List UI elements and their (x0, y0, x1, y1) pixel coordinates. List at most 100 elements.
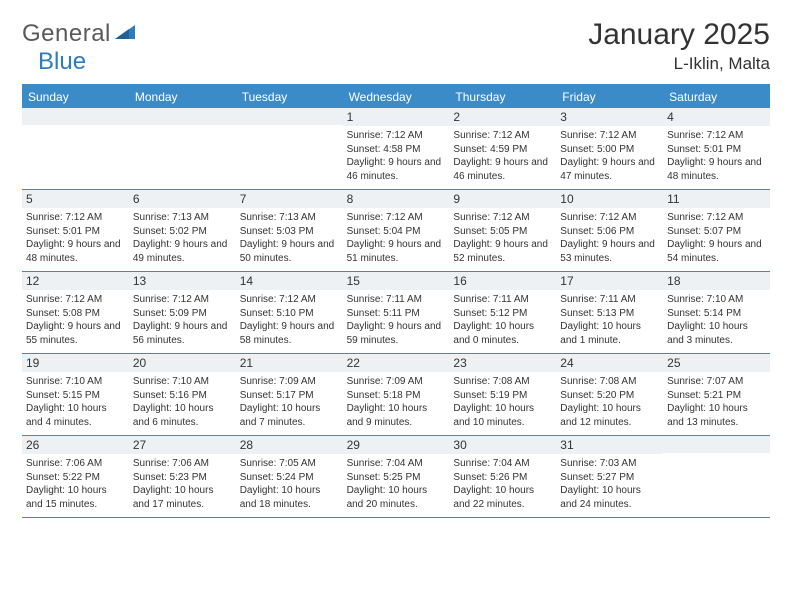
day-number: 18 (663, 272, 770, 290)
daylight-text: Daylight: 9 hours and 53 minutes. (560, 238, 659, 265)
day-details: Sunrise: 7:12 AMSunset: 5:05 PMDaylight:… (453, 211, 552, 265)
sunrise-text: Sunrise: 7:04 AM (347, 457, 446, 471)
day-number: 28 (236, 436, 343, 454)
sunrise-text: Sunrise: 7:12 AM (347, 129, 446, 143)
day-details: Sunrise: 7:08 AMSunset: 5:19 PMDaylight:… (453, 375, 552, 429)
day-details: Sunrise: 7:12 AMSunset: 4:59 PMDaylight:… (453, 129, 552, 183)
logo-triangle-icon (115, 23, 137, 46)
daylight-text: Daylight: 9 hours and 49 minutes. (133, 238, 232, 265)
daylight-text: Daylight: 10 hours and 1 minute. (560, 320, 659, 347)
sunset-text: Sunset: 5:17 PM (240, 389, 339, 403)
day-number: 26 (22, 436, 129, 454)
day-details: Sunrise: 7:11 AMSunset: 5:11 PMDaylight:… (347, 293, 446, 347)
day-cell: 4 Sunrise: 7:12 AMSunset: 5:01 PMDaylight… (663, 108, 770, 189)
sunrise-text: Sunrise: 7:09 AM (240, 375, 339, 389)
daylight-text: Daylight: 10 hours and 4 minutes. (26, 402, 125, 429)
day-number: 9 (449, 190, 556, 208)
daylight-text: Daylight: 10 hours and 13 minutes. (667, 402, 766, 429)
sunrise-text: Sunrise: 7:12 AM (560, 211, 659, 225)
title-block: January 2025 L-Iklin, Malta (588, 18, 770, 74)
day-details: Sunrise: 7:06 AMSunset: 5:23 PMDaylight:… (133, 457, 232, 511)
day-details: Sunrise: 7:12 AMSunset: 5:04 PMDaylight:… (347, 211, 446, 265)
day-number: 23 (449, 354, 556, 372)
sunset-text: Sunset: 5:10 PM (240, 307, 339, 321)
day-cell: 8Sunrise: 7:12 AMSunset: 5:04 PMDaylight… (343, 190, 450, 271)
day-header: Thursday (449, 86, 556, 108)
day-cell: 12Sunrise: 7:12 AMSunset: 5:08 PMDayligh… (22, 272, 129, 353)
day-details: Sunrise: 7:06 AMSunset: 5:22 PMDaylight:… (26, 457, 125, 511)
sunset-text: Sunset: 5:04 PM (347, 225, 446, 239)
sunrise-text: Sunrise: 7:08 AM (560, 375, 659, 389)
daylight-text: Daylight: 10 hours and 24 minutes. (560, 484, 659, 511)
sunset-text: Sunset: 5:01 PM (667, 143, 766, 157)
day-details: Sunrise: 7:12 AMSunset: 5:00 PMDaylight:… (560, 129, 659, 183)
day-number: 22 (343, 354, 450, 372)
sunset-text: Sunset: 5:00 PM (560, 143, 659, 157)
sunset-text: Sunset: 5:15 PM (26, 389, 125, 403)
day-header: Sunday (22, 86, 129, 108)
day-header: Tuesday (236, 86, 343, 108)
day-details: Sunrise: 7:12 AMSunset: 5:01 PMDaylight:… (667, 129, 766, 183)
daylight-text: Daylight: 10 hours and 0 minutes. (453, 320, 552, 347)
day-number: 31 (556, 436, 663, 454)
daylight-text: Daylight: 9 hours and 55 minutes. (26, 320, 125, 347)
sunset-text: Sunset: 5:22 PM (26, 471, 125, 485)
daylight-text: Daylight: 10 hours and 15 minutes. (26, 484, 125, 511)
sunrise-text: Sunrise: 7:12 AM (240, 293, 339, 307)
day-cell: 23 Sunrise: 7:08 AMSunset: 5:19 PMDayligh… (449, 354, 556, 435)
day-cell: 9 Sunrise: 7:12 AMSunset: 5:05 PMDaylight… (449, 190, 556, 271)
daylight-text: Daylight: 9 hours and 47 minutes. (560, 156, 659, 183)
day-number: 11 (663, 190, 770, 208)
sunrise-text: Sunrise: 7:08 AM (453, 375, 552, 389)
sunrise-text: Sunrise: 7:12 AM (133, 293, 232, 307)
sunset-text: Sunset: 5:08 PM (26, 307, 125, 321)
daylight-text: Daylight: 9 hours and 59 minutes. (347, 320, 446, 347)
sunrise-text: Sunrise: 7:10 AM (667, 293, 766, 307)
sunset-text: Sunset: 5:14 PM (667, 307, 766, 321)
day-number: 14 (236, 272, 343, 290)
logo: General (22, 20, 139, 48)
day-number: 27 (129, 436, 236, 454)
sunset-text: Sunset: 5:07 PM (667, 225, 766, 239)
day-header: Monday (129, 86, 236, 108)
day-details: Sunrise: 7:13 AMSunset: 5:02 PMDaylight:… (133, 211, 232, 265)
sunrise-text: Sunrise: 7:12 AM (347, 211, 446, 225)
day-cell: 30Sunrise: 7:04 AMSunset: 5:26 PMDayligh… (449, 436, 556, 517)
day-header: Saturday (663, 86, 770, 108)
day-number: 5 (22, 190, 129, 208)
sunset-text: Sunset: 5:11 PM (347, 307, 446, 321)
day-number: 15 (343, 272, 450, 290)
day-cell: 15 Sunrise: 7:11 AMSunset: 5:11 PMDayligh… (343, 272, 450, 353)
sunrise-text: Sunrise: 7:04 AM (453, 457, 552, 471)
sunset-text: Sunset: 5:09 PM (133, 307, 232, 321)
daylight-text: Daylight: 10 hours and 22 minutes. (453, 484, 552, 511)
calendar-page: General January 2025 L-Iklin, Malta Blue… (0, 0, 792, 536)
day-number (129, 108, 236, 125)
sunrise-text: Sunrise: 7:10 AM (26, 375, 125, 389)
day-number: 3 (556, 108, 663, 126)
day-cell: 26 Sunrise: 7:06 AMSunset: 5:22 PMDayligh… (22, 436, 129, 517)
day-number: 19 (22, 354, 129, 372)
day-cell: 1Sunrise: 7:12 AMSunset: 4:58 PMDaylight… (343, 108, 450, 189)
day-cell: 16Sunrise: 7:11 AMSunset: 5:12 PMDayligh… (449, 272, 556, 353)
calendar-grid: Sunday Monday Tuesday Wednesday Thursday… (22, 84, 770, 518)
day-number: 16 (449, 272, 556, 290)
daylight-text: Daylight: 10 hours and 17 minutes. (133, 484, 232, 511)
daylight-text: Daylight: 9 hours and 50 minutes. (240, 238, 339, 265)
sunset-text: Sunset: 5:26 PM (453, 471, 552, 485)
day-cell: 19 Sunrise: 7:10 AMSunset: 5:15 PMDayligh… (22, 354, 129, 435)
day-number: 13 (129, 272, 236, 290)
day-details: Sunrise: 7:12 AMSunset: 5:06 PMDaylight:… (560, 211, 659, 265)
day-number (236, 108, 343, 125)
day-cell: 17Sunrise: 7:11 AMSunset: 5:13 PMDayligh… (556, 272, 663, 353)
daylight-text: Daylight: 10 hours and 7 minutes. (240, 402, 339, 429)
day-number: 4 (663, 108, 770, 126)
day-cell: 2Sunrise: 7:12 AMSunset: 4:59 PMDaylight… (449, 108, 556, 189)
sunrise-text: Sunrise: 7:12 AM (667, 129, 766, 143)
day-number: 21 (236, 354, 343, 372)
day-number (22, 108, 129, 125)
day-details: Sunrise: 7:11 AMSunset: 5:13 PMDaylight:… (560, 293, 659, 347)
day-cell: 7Sunrise: 7:13 AMSunset: 5:03 PMDaylight… (236, 190, 343, 271)
day-number: 24 (556, 354, 663, 372)
sunset-text: Sunset: 5:24 PM (240, 471, 339, 485)
